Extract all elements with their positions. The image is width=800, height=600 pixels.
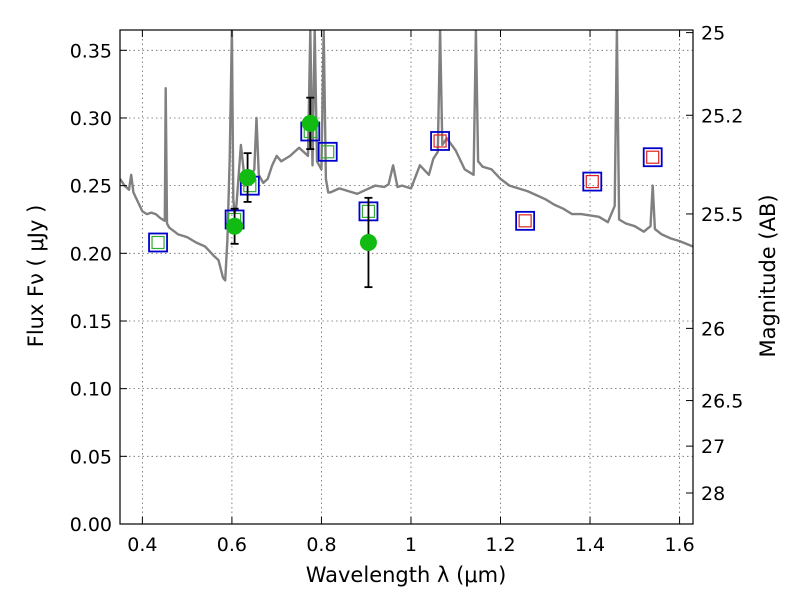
y-tick-label: 0.05: [70, 446, 112, 468]
y-tick-label: 0.20: [70, 243, 112, 265]
mag-tick-label: 25.2: [701, 105, 743, 127]
tick-layer: 0.4 0.6 0.8 1 1.2 1.4 1.6 0.00 0.05 0.10 0.15 0.20 0…: [70, 23, 744, 556]
y-tick-label: 0.00: [70, 514, 112, 536]
x-tick-label: 0.6: [217, 534, 247, 556]
model-square-outer: [582, 171, 603, 192]
mag-tick-label: 25.5: [701, 204, 743, 226]
model-square-inner: [433, 134, 447, 148]
plot-frame: [119, 29, 694, 525]
observed-point: [359, 196, 377, 289]
model-photometry-marker: [582, 171, 603, 192]
marker-layer: [148, 96, 663, 289]
model-square-outer: [515, 210, 536, 231]
x-tick-label: 1.6: [664, 534, 694, 556]
spectrum-layer: [120, 30, 693, 282]
mag-tick-label: 28: [701, 483, 725, 505]
observed-marker: [226, 217, 244, 235]
mag-tick-label: 25: [701, 23, 725, 45]
y-tick-label: 0.35: [70, 40, 112, 62]
model-photometry-marker: [148, 232, 168, 253]
y2-axis-label: Magnitude (AB): [756, 194, 780, 357]
model-square-inner: [646, 150, 660, 164]
x-tick-label: 1.2: [485, 534, 515, 556]
observed-point: [301, 96, 319, 151]
y-axis-label: Flux Fν ( μJy ): [24, 205, 48, 348]
model-photometry-marker: [430, 131, 450, 151]
model-square-inner: [151, 235, 165, 250]
mag-tick-label: 26.5: [701, 391, 743, 413]
y-tick-label: 0.15: [70, 311, 112, 333]
model-square-outer: [642, 147, 663, 168]
x-axis-label: Wavelength λ (μm): [306, 563, 507, 587]
y-tick-label: 0.30: [70, 108, 112, 130]
observed-marker: [301, 114, 319, 132]
model-square-outer: [317, 141, 338, 162]
model-square-inner: [321, 145, 335, 159]
model-photometry-marker: [317, 141, 338, 162]
observed-marker: [359, 233, 377, 251]
spectrum-line: [120, 30, 693, 282]
observed-point: [239, 152, 257, 203]
model-square-inner: [585, 174, 599, 189]
model-square-outer: [148, 232, 168, 253]
model-photometry-marker: [515, 210, 536, 231]
observed-point: [226, 207, 244, 245]
y-tick-label: 0.10: [70, 379, 112, 401]
x-tick-label: 0.4: [127, 534, 157, 556]
mag-tick-label: 26: [701, 318, 725, 340]
x-tick-label: 0.8: [306, 534, 336, 556]
model-square-inner: [518, 214, 532, 228]
mag-tick-label: 27: [701, 436, 725, 458]
y-tick-label: 0.25: [70, 176, 112, 198]
x-tick-label: 1: [405, 534, 417, 556]
observed-marker: [239, 169, 257, 187]
model-photometry-marker: [642, 147, 663, 168]
x-tick-label: 1.4: [575, 534, 605, 556]
model-square-outer: [430, 131, 450, 151]
